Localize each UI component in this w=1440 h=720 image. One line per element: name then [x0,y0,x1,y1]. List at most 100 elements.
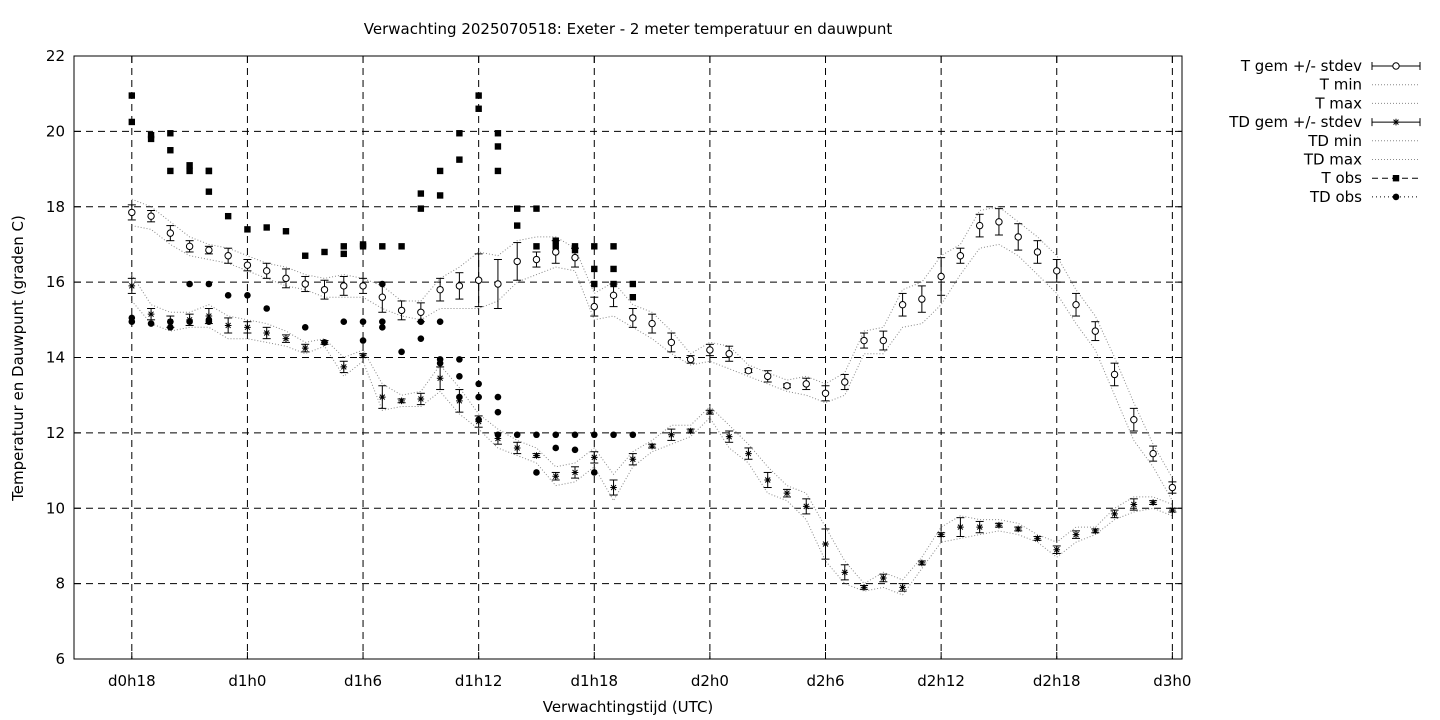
point-t-obs [552,243,559,250]
point-td-obs [359,337,367,344]
point-td-mean [725,433,733,440]
point-t-obs [552,237,559,244]
point-t-mean [166,229,175,237]
point-t-obs [398,243,405,250]
point-td-mean [841,569,849,576]
point-td-obs [417,318,425,325]
point-td-mean [783,489,791,497]
point-td-obs [494,393,502,401]
point-t-mean [706,346,714,354]
point-td-mean [417,395,425,403]
point-t-mean [590,302,598,311]
point-t-mean [262,267,271,275]
point-t-obs [591,280,598,288]
point-td-obs [475,380,482,388]
legend-marker-star [1392,118,1400,126]
point-t-mean [243,261,252,269]
y-tick-label: 8 [55,575,65,593]
point-t-mean [686,355,695,364]
point-td-mean [1072,531,1080,538]
point-td-obs [417,335,425,342]
point-td-mean [976,523,983,531]
y-tick-label: 18 [46,198,65,216]
point-td-obs [224,292,232,299]
point-td-mean [552,472,560,480]
point-t-mean [455,282,464,290]
point-td-obs [359,318,367,325]
point-td-mean [957,523,964,531]
x-tick-label: d1h6 [344,672,382,690]
point-t-obs [224,212,232,220]
x-tick-label: d2h18 [1033,672,1081,690]
point-td-mean [822,540,829,548]
point-t-mean [879,336,888,345]
point-td-mean [263,329,270,337]
point-td-obs [379,280,386,288]
point-td-mean [1130,501,1138,508]
point-t-obs [475,105,482,112]
point-t-mean [744,366,753,375]
point-td-mean [648,442,656,450]
point-td-mean [687,427,694,435]
point-t-mean [1168,483,1177,492]
y-tick-label: 14 [46,349,65,367]
point-td-mean [494,435,502,442]
point-t-obs [205,188,213,195]
point-td-mean [359,352,367,359]
point-td-obs [552,444,560,452]
legend-label-t-obs: T obs [1321,169,1363,187]
point-t-obs [128,92,136,99]
point-t-mean [1110,370,1119,379]
point-t-mean [841,378,849,386]
point-t-obs [514,205,521,212]
point-td-obs [244,292,251,299]
point-t-mean [359,282,367,290]
point-t-obs [591,265,598,273]
legend-label-td-min: TD min [1307,132,1362,150]
point-td-mean [995,521,1003,529]
point-td-mean [186,316,193,324]
point-td-mean [629,455,637,463]
point-td-mean [205,312,213,320]
point-t-mean [937,272,945,281]
point-td-mean [224,322,232,329]
point-td-mean [899,584,906,591]
point-t-mean [474,276,483,284]
point-t-mean [802,380,810,388]
point-td-mean [937,531,945,538]
point-td-mean [571,469,579,476]
point-td-mean [1149,499,1157,506]
point-t-obs [417,190,425,197]
point-t-mean [860,336,868,345]
min-max-bands [131,198,1173,596]
x-ticks: d0h18 d1h0 d1h6 d1h12 d1h18 d2h0 d2h6 d2h12 d2h1… [108,56,1191,690]
point-t-obs [186,162,193,169]
point-t-obs [494,167,502,175]
error-bars [127,204,1177,592]
point-td-mean [340,363,348,371]
point-td-obs [379,324,386,331]
point-t-mean [975,221,984,230]
x-tick-label: d1h0 [228,672,266,690]
point-td-mean [379,393,386,401]
legend-label-t-max: T max [1314,94,1362,112]
point-t-mean [648,319,656,328]
point-t-mean [629,314,637,322]
x-tick-label: d0h18 [108,672,156,690]
legend-marker-circle [1392,62,1400,70]
point-td-obs [436,359,444,367]
point-t-mean [1130,415,1138,424]
point-t-mean [1053,267,1061,275]
point-t-obs [147,131,155,139]
point-td-mean [860,584,868,591]
point-td-obs [571,446,579,454]
point-td-mean [475,418,482,425]
point-td-obs [398,348,405,356]
y-tick-label: 10 [46,499,65,517]
point-td-mean [668,431,675,439]
point-t-mean [340,282,348,290]
point-td-mean [1091,527,1099,535]
y-tick-label: 6 [55,650,65,668]
point-td-obs [456,373,463,380]
x-tick-label: d2h6 [806,672,844,690]
